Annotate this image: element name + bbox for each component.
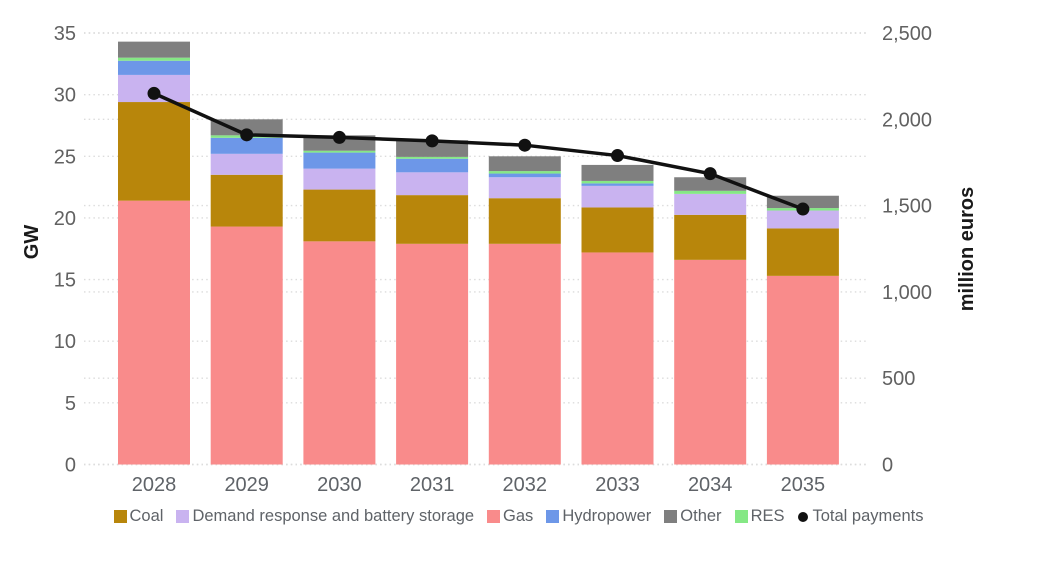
y-right-tick-label: 2,000 bbox=[882, 109, 932, 131]
bar-segment-gas bbox=[210, 226, 283, 465]
x-axis-tick-label: 2028 bbox=[132, 474, 177, 496]
legend-label: RES bbox=[750, 507, 785, 525]
bar-segment-res bbox=[303, 150, 376, 153]
legend-square-res-icon bbox=[734, 510, 748, 523]
bar-segment-demand-response-and-battery-storage bbox=[210, 153, 283, 175]
bar-segment-gas bbox=[581, 252, 654, 465]
bar-segment-res bbox=[674, 190, 747, 194]
line-point bbox=[240, 128, 254, 142]
bar-segment-other bbox=[210, 119, 283, 136]
bar-segment-res bbox=[488, 171, 561, 174]
line-point bbox=[796, 202, 810, 216]
line-point bbox=[703, 167, 717, 181]
right-axis-title: million euros bbox=[956, 186, 978, 312]
legend-dot-total-payments-icon bbox=[797, 511, 808, 522]
legend-square-coal-icon bbox=[113, 510, 127, 523]
bar-segment-coal bbox=[488, 198, 561, 244]
bar-segment-gas bbox=[674, 259, 747, 465]
legend-label: Total payments bbox=[812, 507, 924, 525]
line-point bbox=[147, 86, 161, 100]
x-axis-tick-label: 2030 bbox=[317, 474, 362, 496]
bar-segment-gas bbox=[118, 200, 190, 465]
y-left-tick-label: 25 bbox=[54, 146, 76, 168]
y-left-tick-label: 35 bbox=[54, 23, 76, 45]
x-axis-tick-label: 2034 bbox=[688, 474, 733, 496]
left-axis-title: GW bbox=[21, 224, 43, 260]
bar-segment-coal bbox=[303, 189, 376, 242]
y-right-tick-label: 1,500 bbox=[882, 196, 932, 218]
bar-segment-gas bbox=[488, 243, 561, 465]
y-right-tick-label: 2,500 bbox=[882, 23, 932, 45]
legend-label: Gas bbox=[503, 507, 534, 525]
y-left-tick-label: 5 bbox=[65, 393, 76, 415]
bar-segment-gas bbox=[766, 275, 839, 465]
bar-segment-hydropower bbox=[303, 152, 376, 169]
bar-segment-hydropower bbox=[488, 173, 561, 178]
bar-segment-demand-response-and-battery-storage bbox=[396, 172, 469, 196]
x-axis-tick-label: 2033 bbox=[595, 474, 640, 496]
line-point bbox=[518, 138, 532, 152]
bar-segment-hydropower bbox=[396, 158, 469, 173]
legend-item-res: RES bbox=[734, 507, 785, 526]
bar-segment-other bbox=[581, 164, 654, 181]
y-left-tick-label: 0 bbox=[65, 455, 76, 477]
bar-segment-demand-response-and-battery-storage bbox=[488, 177, 561, 199]
y-left-tick-label: 20 bbox=[54, 208, 76, 230]
legend-item-coal: Coal bbox=[113, 507, 164, 526]
legend-label: Other bbox=[680, 507, 722, 525]
legend-label: Demand response and battery storage bbox=[192, 507, 475, 525]
bar-segment-demand-response-and-battery-storage bbox=[674, 193, 747, 215]
bar-segment-other bbox=[118, 41, 190, 58]
legend-item-total-payments: Total payments bbox=[797, 507, 924, 526]
legend-square-hydropower-icon bbox=[546, 510, 560, 523]
legend-square-other-icon bbox=[664, 510, 678, 523]
bar-segment-gas bbox=[396, 243, 469, 465]
bar-segment-coal bbox=[766, 228, 839, 276]
bar-segment-hydropower bbox=[581, 183, 654, 186]
bar-segment-res bbox=[396, 156, 469, 159]
bar-segment-coal bbox=[674, 214, 747, 260]
bar-segment-gas bbox=[303, 241, 376, 465]
x-axis-tick-label: 2032 bbox=[503, 474, 548, 496]
legend-item-other: Other bbox=[664, 507, 722, 526]
x-axis-tick-label: 2031 bbox=[410, 474, 455, 496]
legend-item-demand-response-and-battery-storage: Demand response and battery storage bbox=[176, 507, 474, 526]
bar-segment-demand-response-and-battery-storage bbox=[581, 185, 654, 208]
bar-segment-coal bbox=[581, 207, 654, 253]
bar-segment-coal bbox=[396, 195, 469, 244]
bar-segment-hydropower bbox=[118, 60, 190, 75]
bar-segment-coal bbox=[118, 102, 190, 201]
line-point bbox=[611, 149, 624, 163]
bar-segment-hydropower bbox=[210, 137, 283, 154]
y-left-tick-label: 30 bbox=[54, 85, 76, 107]
bar-segment-other bbox=[766, 195, 839, 209]
legend-label: Coal bbox=[129, 507, 164, 525]
y-right-tick-label: 0 bbox=[882, 455, 893, 477]
line-point bbox=[332, 130, 346, 144]
legend-square-gas-icon bbox=[487, 510, 501, 523]
y-left-tick-label: 10 bbox=[54, 331, 76, 353]
y-right-tick-label: 500 bbox=[882, 368, 915, 390]
x-axis-tick-label: 2029 bbox=[224, 474, 269, 496]
total-payments-line bbox=[153, 91, 804, 211]
legend-item-hydropower: Hydropower bbox=[546, 507, 651, 526]
bar-segment-res bbox=[581, 180, 654, 184]
y-left-tick-label: 15 bbox=[54, 270, 76, 292]
bar-segment-other bbox=[488, 156, 561, 172]
bar-segment-coal bbox=[210, 174, 283, 227]
y-right-tick-label: 1,000 bbox=[882, 282, 932, 304]
legend-square-demand-response-and-battery-storage-icon bbox=[176, 510, 190, 523]
legend-label: Hydropower bbox=[562, 507, 652, 525]
bar-segment-demand-response-and-battery-storage bbox=[766, 210, 839, 229]
bar-segment-demand-response-and-battery-storage bbox=[303, 168, 376, 190]
legend-item-gas: Gas bbox=[487, 507, 533, 526]
x-axis-tick-label: 2035 bbox=[781, 474, 826, 496]
legend: Coal Demand response and battery storage G… bbox=[0, 507, 1037, 526]
line-point bbox=[425, 134, 439, 148]
bar-segment-res bbox=[118, 57, 190, 61]
bar-segment-other bbox=[396, 140, 469, 157]
